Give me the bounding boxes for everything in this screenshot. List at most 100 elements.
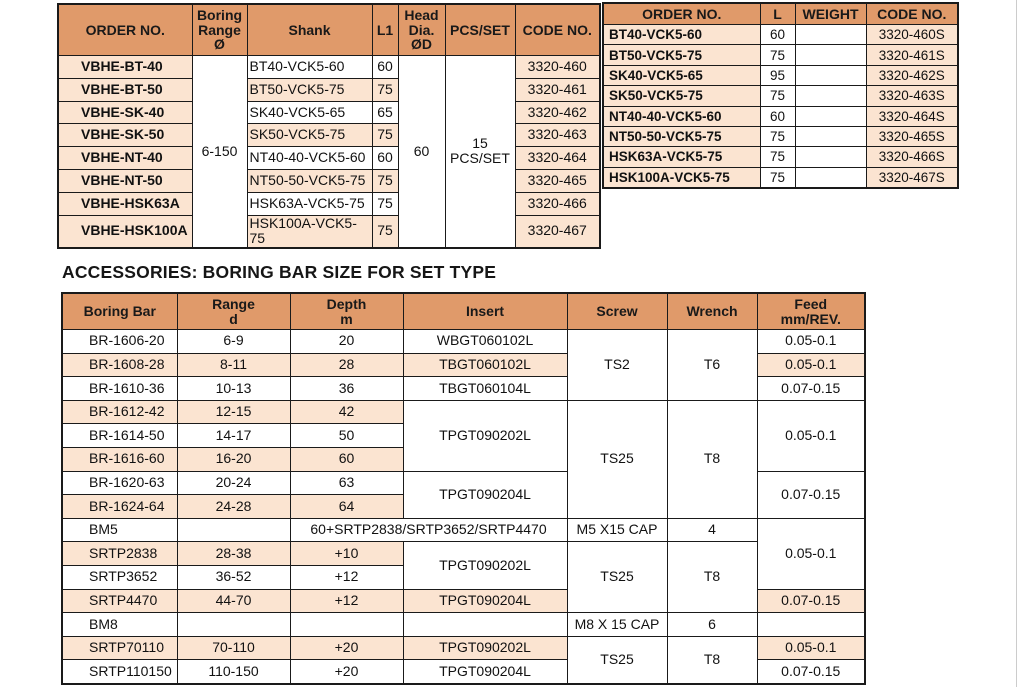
table-row: VBHE-SK-50 SK50-VCK5-75 75 3320-463	[57, 123, 601, 148]
table-cell: BT40-VCK5-60	[246, 55, 373, 79]
column-header: Insert	[402, 292, 568, 330]
table-row: VBHE-HSK63A HSK63A-VCK5-75 75 3320-466	[57, 191, 601, 216]
table-cell: SRTP110150	[61, 659, 178, 685]
table-cell: 28	[289, 352, 404, 378]
table-cell	[794, 23, 867, 46]
table-cell	[794, 125, 867, 148]
table-cell: BR-1612-42	[61, 399, 178, 425]
table-cell: 6-9	[176, 329, 291, 354]
table-cell: VBHE-HSK100A	[57, 214, 193, 249]
table-cell: 15 PCS/SET	[444, 54, 516, 249]
column-header: CODE NO.	[865, 2, 959, 25]
table-row: SK40-VCK5-65 95 3320-462S	[602, 64, 959, 87]
table-cell: HSK100A-VCK5-75	[246, 214, 373, 249]
table-cell: NT40-40-VCK5-60	[602, 105, 761, 127]
table-cell: T6	[666, 329, 758, 401]
table-cell: 60	[289, 446, 404, 472]
table-cell: 60	[371, 55, 399, 79]
table-cell: 0.07-0.15	[756, 470, 866, 519]
table-cell: 75	[371, 77, 399, 102]
table-cell: VBHE-NT-40	[57, 146, 193, 170]
table-cell: BT50-VCK5-75	[246, 77, 373, 102]
column-header: Depth m	[289, 292, 404, 330]
table-cell: 20	[289, 329, 404, 354]
column-header: Wrench	[666, 292, 758, 330]
table-cell: 3320-460	[514, 55, 601, 79]
table-cell: TPGT090202L	[402, 635, 568, 661]
table-cell: 60+SRTP2838/SRTP3652/SRTP4470	[289, 517, 568, 543]
table-cell: 3320-467S	[865, 166, 959, 189]
table-cell: T8	[666, 635, 758, 685]
table-row: SRTP110150 110-150 +20 TPGT090204L 0.07-0.15	[61, 659, 866, 685]
table-cell: 110-150	[176, 659, 291, 685]
table-cell	[794, 105, 867, 127]
column-header: Head Dia. ØD	[397, 3, 446, 56]
table-cell: +10	[289, 541, 404, 566]
table-cell: VBHE-SK-40	[57, 100, 193, 125]
table-cell: 3320-465S	[865, 125, 959, 148]
table-cell: SK50-VCK5-75	[246, 123, 373, 148]
table-row: SRTP3652 36-52 +12	[61, 564, 865, 590]
table-cell: 75	[371, 168, 399, 193]
table-cell: BM5	[61, 517, 178, 543]
table-cell: VBHE-NT-50	[57, 168, 193, 193]
table-cell: TS25	[566, 541, 668, 614]
table-cell: 3320-463	[514, 123, 601, 148]
table-row: VBHE-HSK100A HSK100A-VCK5-75 75 3320-467	[57, 214, 601, 249]
table-row: BR-1620-63 20-24 63 TPGT090204L 0.07-0.15	[61, 470, 866, 519]
table-cell: 0.05-0.1	[756, 399, 866, 472]
table-row: BR-1606-20 6-9 20 WBGT060102L TS2 T6 0.05-0.1	[61, 329, 866, 401]
table-cell: 75	[759, 44, 796, 66]
table-cell: BR-1606-20	[61, 329, 178, 354]
table-cell: TPGT090202L	[402, 399, 568, 472]
table-cell: BR-1620-63	[61, 470, 178, 496]
accessories-boring-bar-table: Boring Bar Range d Depth m Insert Screw Wrenc…	[61, 292, 866, 685]
table-cell: TPGT090202L	[402, 541, 568, 590]
table-cell: 3320-464	[514, 146, 601, 170]
table-cell: 3320-461	[514, 77, 601, 102]
table-cell: 0.05-0.1	[756, 329, 866, 354]
table-cell: 8-11	[176, 352, 291, 378]
table-row: NT50-50-VCK5-75 75 3320-465S	[602, 125, 959, 148]
table-cell	[794, 85, 867, 107]
column-header: CODE NO.	[514, 3, 601, 56]
table-cell: 60	[759, 105, 796, 127]
table-cell: BR-1614-50	[61, 423, 178, 448]
table-row: HSK63A-VCK5-75 75 3320-466S	[602, 146, 959, 168]
table-cell: 75	[371, 191, 399, 216]
header-row: ORDER NO. L WEIGHT CODE NO.	[602, 2, 959, 25]
table-cell: 0.05-0.1	[756, 517, 866, 590]
table-cell: TPGT090204L	[402, 588, 568, 614]
table-row: VBHE-BT-40 6-150 BT40-VCK5-60 60 60 15 PCS/SE…	[57, 54, 601, 249]
table-cell: HSK63A-VCK5-75	[246, 191, 373, 216]
table-cell: 4	[666, 517, 758, 543]
table-cell: 28-38	[176, 541, 291, 566]
column-header: WEIGHT	[794, 2, 867, 25]
table-cell	[756, 612, 866, 637]
table-cell: NT50-50-VCK5-75	[246, 168, 373, 193]
table-cell: 0.05-0.1	[756, 352, 866, 378]
table-cell: 65	[371, 100, 399, 125]
table-cell: 3320-462	[514, 100, 601, 125]
table-cell: 64	[289, 494, 404, 519]
table-cell	[402, 612, 568, 637]
table-cell: 0.07-0.15	[756, 659, 866, 685]
table-row: BR-1614-50 14-17 50	[61, 423, 865, 448]
column-header: L	[759, 2, 796, 25]
shank-spare-parts-table: ORDER NO. L WEIGHT CODE NO. BT40-VCK5-60 60 33…	[602, 2, 959, 190]
table-cell: SK40-VCK5-65	[602, 64, 761, 87]
table-row: SRTP4470 44-70 +12 TPGT090204L 0.07-0.15	[61, 588, 866, 614]
table-cell: 70-110	[176, 635, 291, 661]
column-header: Screw	[566, 292, 668, 330]
column-header: ORDER NO.	[57, 3, 193, 56]
table-cell: NT40-40-VCK5-60	[246, 146, 373, 170]
table-cell: 12-15	[176, 399, 291, 425]
table-cell: 0.07-0.15	[756, 376, 866, 401]
table-cell: TS2	[566, 329, 668, 401]
table-row: VBHE-NT-40 NT40-40-VCK5-60 60 3320-464	[57, 146, 601, 170]
table-cell: BR-1624-64	[61, 494, 178, 519]
header-row: Boring Bar Range d Depth m Insert Screw Wrenc…	[61, 292, 866, 330]
table-row: BR-1608-28 8-11 28 TBGT060102L 0.05-0.1	[61, 352, 866, 378]
table-cell: SRTP70110	[61, 635, 178, 661]
table-cell: 3320-467	[514, 214, 601, 249]
